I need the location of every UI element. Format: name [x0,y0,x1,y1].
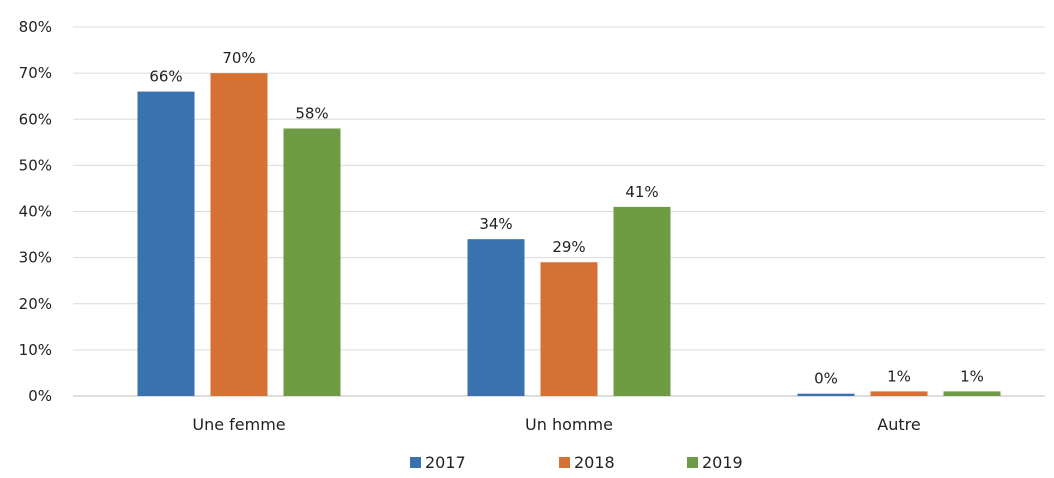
y-tick-label: 0% [28,387,52,405]
x-axis-categories: Une femme Un homme Autre [192,415,920,434]
category-label: Un homme [525,415,613,434]
legend-label: 2019 [702,453,743,472]
bar [137,91,195,396]
legend: 2017 2018 2019 [410,453,743,472]
bar [467,239,525,396]
bar [283,128,341,396]
bar [870,391,928,396]
legend-swatch [410,457,421,468]
category-label: Autre [877,415,920,434]
data-label: 70% [222,49,255,67]
legend-label: 2018 [574,453,615,472]
y-tick-label: 80% [19,18,52,36]
y-tick-label: 30% [19,249,52,267]
bar [210,73,268,396]
bar [540,262,598,396]
bars [137,73,1001,396]
bar [797,393,855,396]
bar [613,206,671,396]
legend-swatch [559,457,570,468]
y-axis-ticks: 0% 10% 20% 30% 40% 50% 60% 70% 80% [19,18,52,405]
data-label: 29% [552,238,585,256]
data-label: 66% [149,68,182,86]
data-labels: 66% 34% 0% 70% 29% 1% 58% 41% 1% [149,49,984,388]
data-label: 1% [887,367,911,385]
y-tick-label: 40% [19,203,52,221]
category-label: Une femme [192,415,285,434]
legend-label: 2017 [425,453,466,472]
data-label: 34% [479,215,512,233]
data-label: 41% [625,183,658,201]
y-tick-label: 10% [19,341,52,359]
data-label: 1% [960,367,984,385]
y-tick-label: 60% [19,110,52,128]
legend-swatch [687,457,698,468]
data-label: 58% [295,104,328,122]
y-tick-label: 70% [19,64,52,82]
y-tick-label: 50% [19,156,52,174]
data-label: 0% [814,370,838,388]
bar [943,391,1001,396]
y-tick-label: 20% [19,295,52,313]
